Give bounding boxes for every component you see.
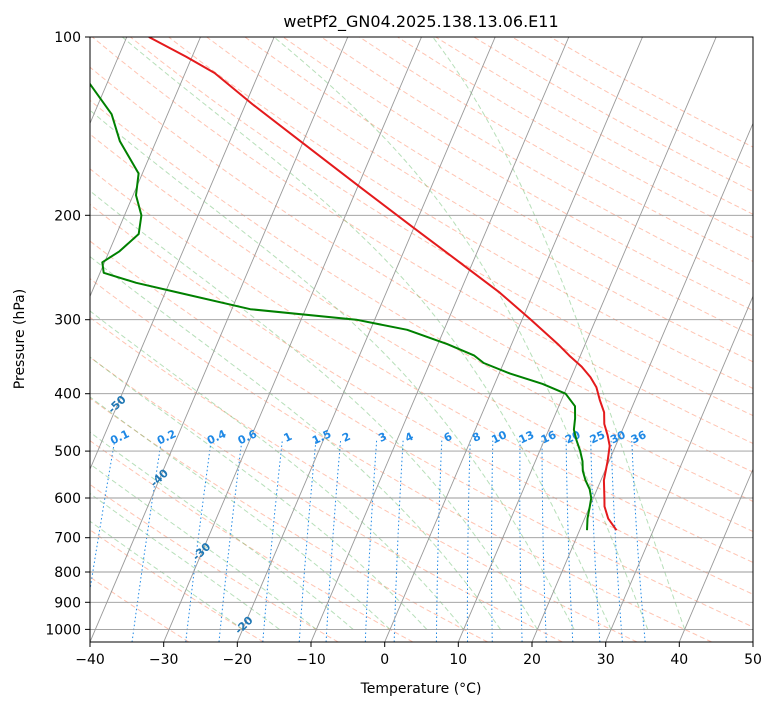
plot-background (90, 37, 753, 642)
mixing-ratio-label: 30 (608, 428, 628, 446)
dry-adiabat (90, 529, 264, 642)
moist-adiabat (121, 37, 612, 630)
moist-adiabat (90, 520, 243, 630)
y-tick-label: 800 (54, 565, 81, 581)
isotherm (605, 295, 753, 642)
mixing-ratio-line (466, 440, 471, 642)
moist-adiabat (90, 109, 575, 630)
dry-adiabat (90, 483, 339, 642)
mixing-ratio-line (435, 440, 443, 642)
isotherm (531, 122, 753, 642)
mixing-ratio-line (262, 440, 283, 642)
mixing-ratio-line (590, 440, 601, 642)
moist-adiabat (432, 37, 686, 630)
x-tick-label: −10 (296, 652, 326, 668)
mixing-ratio-line (519, 440, 523, 642)
y-tick-label: 600 (54, 491, 81, 507)
plot-frame (89, 36, 754, 643)
mixing-ratio-line (631, 440, 646, 642)
dry-adiabat (244, 37, 753, 337)
isotherm (310, 37, 570, 642)
dry-adiabat (168, 37, 753, 389)
y-tick-label: 700 (54, 531, 81, 547)
y-tick-label: 100 (54, 30, 81, 46)
isotherm (752, 640, 753, 642)
dry-adiabat (282, 37, 753, 312)
x-tick-label: 10 (449, 652, 467, 668)
y-tick-label: 500 (54, 444, 81, 460)
mixing-ratio-line (298, 440, 317, 642)
dry-adiabat (90, 66, 753, 473)
isotherm (678, 467, 753, 642)
dry-adiabat (90, 240, 753, 628)
mixing-ratio-line (610, 440, 623, 642)
y-tick-label: 900 (54, 595, 81, 611)
mixing-ratio-line (541, 440, 547, 642)
y-tick-label: 400 (54, 387, 81, 403)
isotherm-label: -70 (21, 246, 45, 269)
mixing-ratio-line (218, 440, 243, 642)
y-tick-label: 200 (54, 208, 81, 224)
mixing-ratio-label: 16 (539, 428, 559, 446)
x-tick-label: 30 (597, 652, 615, 668)
isotherm (163, 37, 422, 642)
y-tick-label: 1000 (45, 622, 81, 638)
dry-adiabat (90, 99, 753, 502)
series-line-1 (90, 82, 593, 531)
moist-adiabat (90, 255, 501, 630)
mixing-ratio-line (491, 440, 494, 642)
isotherm (90, 37, 275, 471)
mixing-ratio-line (325, 440, 342, 642)
x-tick-label: 50 (744, 652, 762, 668)
moist-adiabat (90, 463, 317, 630)
mixing-ratio-label: 10 (490, 428, 510, 446)
dry-adiabat (90, 203, 753, 595)
x-tick-label: 20 (523, 652, 541, 668)
chart-title: wetPf2_GN04.2025.138.13.06.E11 (283, 12, 558, 32)
mixing-ratio-label: 13 (517, 428, 536, 446)
mixing-ratio-line (131, 440, 162, 642)
x-tick-label: −20 (223, 652, 253, 668)
dry-adiabat (90, 168, 753, 563)
dry-adiabat (90, 397, 488, 642)
y-axis-label: Pressure (hPa) (12, 289, 28, 389)
isotherm-label: -80 (0, 172, 2, 195)
moist-adiabat (273, 37, 649, 630)
x-tick-label: −40 (75, 652, 105, 668)
series-line-0 (148, 37, 618, 531)
isotherm (236, 37, 496, 642)
dry-adiabat (90, 356, 563, 642)
isotherm (90, 37, 349, 642)
x-tick-label: 0 (380, 652, 389, 668)
mixing-ratio-label: 25 (588, 428, 607, 446)
moist-adiabat (90, 356, 428, 630)
mixing-ratio-line (185, 440, 212, 642)
dry-adiabat (90, 278, 712, 642)
x-axis-label: Temperature (°C) (360, 681, 482, 697)
isotherm (90, 37, 201, 298)
moist-adiabat (90, 431, 354, 630)
y-tick-label: 300 (54, 313, 81, 329)
dry-adiabat (206, 37, 753, 363)
mixing-ratio-line (565, 440, 574, 642)
isotherm (457, 37, 717, 642)
moist-adiabat (90, 190, 538, 630)
x-tick-label: −30 (149, 652, 179, 668)
dry-adiabat (90, 133, 753, 533)
mixing-ratio-line (364, 440, 378, 642)
isotherm (384, 37, 643, 642)
x-tick-label: 40 (670, 652, 688, 668)
dry-adiabat (90, 316, 638, 642)
mixing-ratio-label: 36 (629, 428, 649, 446)
mixing-ratio-line (90, 440, 116, 593)
